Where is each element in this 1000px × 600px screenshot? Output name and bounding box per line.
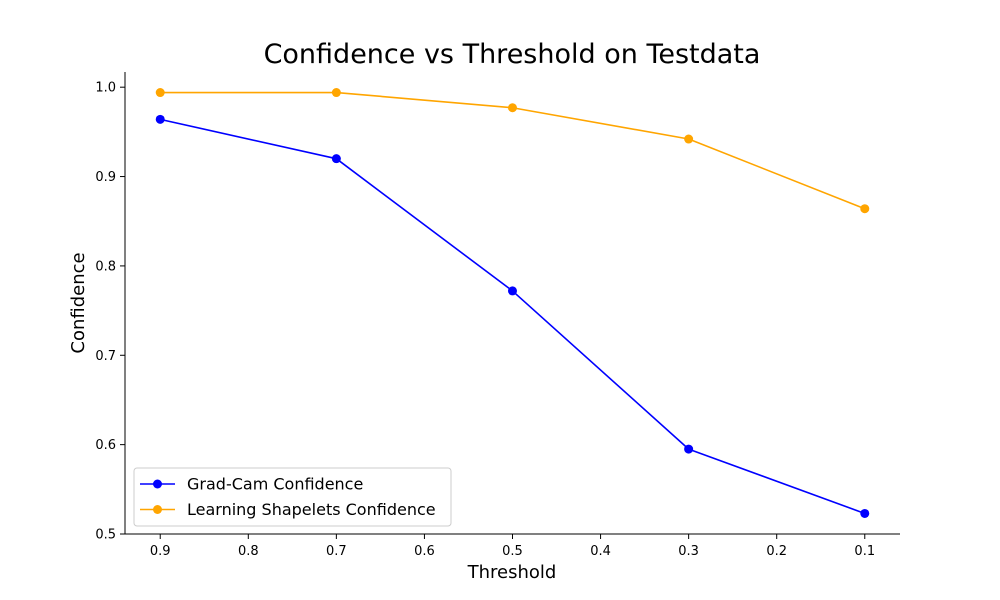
legend-box: [133, 467, 452, 527]
y-ticks: 0.5 0.6 0.7 0.8 0.9 1.0: [95, 81, 125, 543]
x-tick-label: 0.5: [502, 544, 523, 559]
x-tick-label: 0.8: [238, 544, 259, 559]
y-tick-label: 0.8: [95, 259, 116, 274]
data-point: [508, 103, 517, 113]
y-axis-title: Confidence: [68, 252, 89, 353]
legend-label: Learning Shapelets Confidence: [187, 500, 436, 519]
x-tick-label: 0.2: [766, 544, 787, 559]
chart-title: Confidence vs Threshold on Testdata: [264, 39, 761, 70]
x-tick-label: 0.4: [590, 544, 611, 559]
legend-items: Grad-Cam Confidence Learning Shapelets Co…: [140, 475, 436, 519]
x-tick-label: 0.3: [678, 544, 699, 559]
legend: Grad-Cam Confidence Learning Shapelets Co…: [133, 467, 452, 527]
x-tick-label: 0.9: [150, 544, 171, 559]
x-tick-label: 0.6: [414, 544, 435, 559]
data-point: [684, 444, 694, 454]
y-tick-label: 0.5: [95, 528, 116, 543]
y-tick-label: 1.0: [95, 81, 116, 96]
y-tick-label: 0.9: [95, 170, 116, 185]
data-point: [331, 154, 341, 164]
legend-label: Grad-Cam Confidence: [187, 475, 363, 494]
legend-marker: [153, 479, 162, 489]
y-tick-label: 0.7: [95, 349, 116, 364]
x-ticks: 0.9 0.8 0.7 0.6 0.5 0.4 0.3 0.2 0.1: [150, 534, 875, 559]
x-tick-label: 0.7: [326, 544, 347, 559]
data-point: [860, 508, 870, 518]
x-axis-title: Threshold: [467, 562, 557, 583]
data-point: [860, 204, 870, 214]
data-point: [684, 134, 694, 144]
data-point: [331, 88, 341, 98]
legend-marker: [153, 505, 162, 514]
data-point: [508, 286, 517, 296]
series-group: [155, 88, 870, 518]
x-tick-label: 0.1: [854, 544, 875, 559]
y-tick-label: 0.6: [95, 438, 116, 453]
data-point: [155, 114, 165, 124]
data-point: [155, 88, 165, 98]
